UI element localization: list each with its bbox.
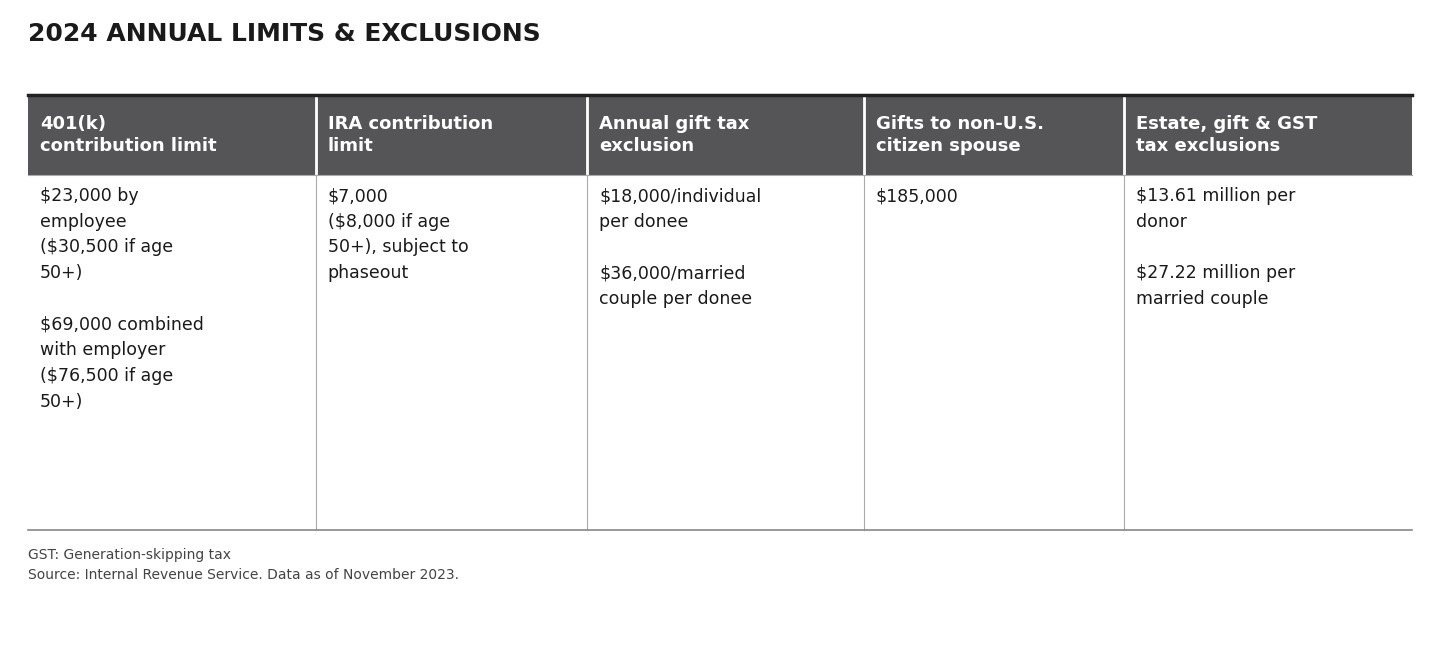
Bar [315, 175, 588, 530]
Text: Source: Internal Revenue Service. Data as of November 2023.: Source: Internal Revenue Service. Data a… [27, 568, 459, 582]
Bar [588, 175, 864, 530]
Text: 2024 ANNUAL LIMITS & EXCLUSIONS: 2024 ANNUAL LIMITS & EXCLUSIONS [27, 22, 541, 46]
Text: Annual gift tax
exclusion: Annual gift tax exclusion [599, 115, 749, 155]
Bar [1125, 175, 1413, 530]
Bar [588, 95, 864, 175]
Text: Estate, gift & GST
tax exclusions: Estate, gift & GST tax exclusions [1136, 115, 1318, 155]
Bar [1125, 95, 1413, 175]
Text: 401(k)
contribution limit: 401(k) contribution limit [40, 115, 216, 155]
Text: IRA contribution
limit: IRA contribution limit [328, 115, 492, 155]
Text: $23,000 by
employee
($30,500 if age
50+)

$69,000 combined
with employer
($76,50: $23,000 by employee ($30,500 if age 50+)… [40, 187, 204, 411]
Text: GST: Generation-skipping tax: GST: Generation-skipping tax [27, 548, 230, 562]
Bar [27, 95, 315, 175]
Bar [315, 95, 588, 175]
Text: Gifts to non-U.S.
citizen spouse: Gifts to non-U.S. citizen spouse [876, 115, 1044, 155]
Text: $7,000
($8,000 if age
50+), subject to
phaseout: $7,000 ($8,000 if age 50+), subject to p… [328, 187, 468, 282]
Bar [27, 175, 315, 530]
Bar [864, 95, 1125, 175]
Text: $13.61 million per
donor

$27.22 million per
married couple: $13.61 million per donor $27.22 million … [1136, 187, 1296, 308]
Text: $185,000: $185,000 [876, 187, 959, 205]
Text: $18,000/individual
per donee

$36,000/married
couple per donee: $18,000/individual per donee $36,000/mar… [599, 187, 762, 308]
Bar [864, 175, 1125, 530]
